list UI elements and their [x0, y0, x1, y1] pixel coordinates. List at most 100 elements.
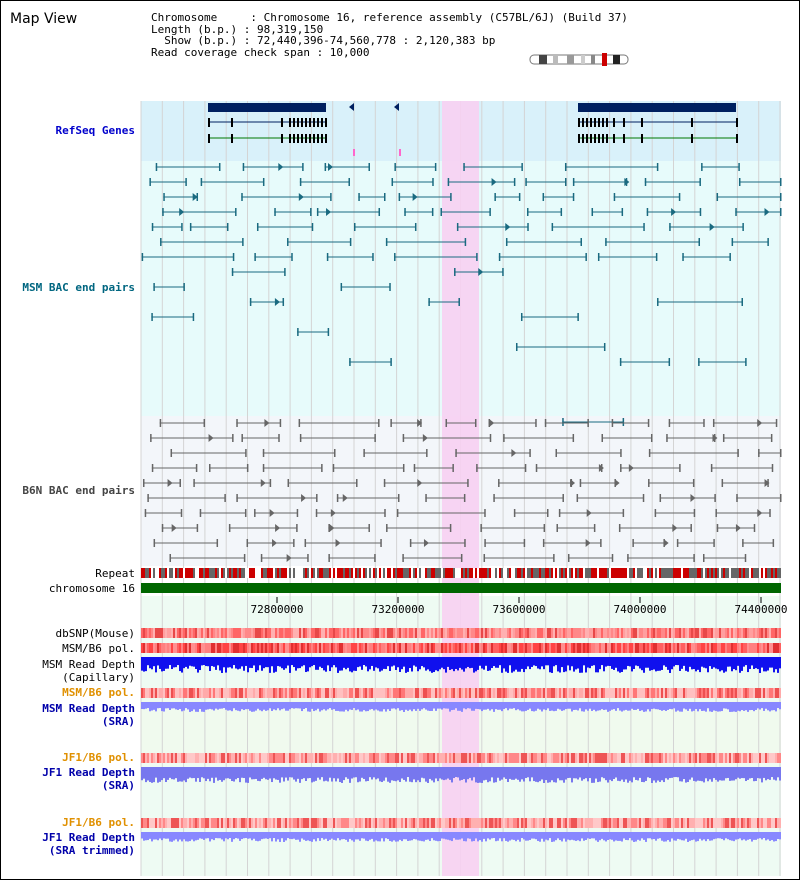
depth-bar [539, 702, 541, 710]
bac-end [464, 539, 466, 547]
heat-cell [563, 688, 565, 698]
heat-cell [609, 688, 611, 698]
heat-cell [497, 818, 499, 828]
depth-bar [523, 767, 525, 782]
depth-bar [637, 767, 639, 781]
bac-arrow [671, 208, 677, 216]
depth-bar [485, 767, 487, 780]
depth-bar [263, 767, 265, 778]
depth-bar [469, 657, 471, 669]
depth-bar [349, 657, 351, 672]
heat-cell [381, 628, 383, 638]
depth-bar [391, 767, 393, 781]
heat-cell [687, 628, 689, 638]
heat-cell [413, 643, 415, 653]
bac-end [619, 358, 622, 366]
depth-bar [459, 832, 461, 840]
heat-cell [381, 688, 383, 698]
depth-bar [287, 702, 289, 711]
heat-cell [539, 688, 541, 698]
heat-cell [417, 753, 419, 763]
repeat-segment [175, 568, 177, 578]
depth-bar [759, 702, 761, 710]
heat-cell [243, 688, 245, 698]
bac-end [254, 253, 256, 261]
heat-cell [507, 643, 509, 653]
heat-cell [577, 753, 579, 763]
heat-cell [397, 628, 399, 638]
depth-bar [413, 702, 415, 710]
depth-bar [213, 702, 215, 711]
depth-bar [375, 702, 377, 710]
repeat-segment [293, 568, 295, 578]
chromosome-ideogram[interactable] [529, 53, 633, 67]
depth-bar [547, 657, 549, 666]
heat-cell [725, 753, 727, 763]
heat-cell [599, 643, 601, 653]
depth-bar [729, 702, 731, 712]
depth-bar [645, 767, 647, 781]
depth-bar [347, 657, 349, 668]
repeat-segment [435, 568, 437, 578]
heat-cell [597, 643, 599, 653]
bac-end [260, 554, 263, 562]
depth-bar [701, 767, 703, 782]
repeat-segment [611, 568, 613, 578]
heat-cell [639, 688, 641, 698]
heat-cell [389, 628, 391, 638]
heat-cell [235, 628, 237, 638]
heat-cell [177, 643, 179, 653]
heat-cell [293, 643, 295, 653]
depth-bar [325, 832, 327, 839]
bac-end [224, 494, 226, 502]
depth-bar [453, 702, 455, 710]
depth-bar [147, 702, 149, 709]
heat-cell [373, 753, 375, 763]
heat-cell [665, 818, 667, 828]
bac-end [279, 419, 282, 427]
heat-cell [603, 753, 605, 763]
depth-bar [277, 767, 279, 780]
depth-bar [161, 657, 163, 672]
heat-cell [423, 628, 425, 638]
repeat-segment [599, 568, 601, 578]
depth-bar [355, 832, 357, 840]
heat-cell [711, 628, 713, 638]
depth-bar [457, 657, 459, 671]
depth-bar [363, 767, 365, 779]
depth-bar [291, 832, 293, 840]
heat-cell [205, 628, 207, 638]
bac-end [299, 178, 302, 186]
depth-bar [593, 702, 595, 710]
depth-bar [665, 767, 667, 779]
repeat-segment [261, 568, 263, 578]
depth-bar [303, 657, 305, 666]
heat-cell [409, 643, 411, 653]
depth-bar [341, 832, 343, 840]
heat-cell [189, 688, 191, 698]
depth-bar [779, 657, 781, 669]
repeat-segment [469, 568, 471, 578]
heat-cell [779, 688, 781, 698]
heat-cell [201, 628, 203, 638]
heat-cell [421, 628, 423, 638]
heat-cell [223, 818, 225, 828]
bac-end [668, 358, 671, 366]
heat-cell [187, 628, 189, 638]
heat-cell [335, 818, 337, 828]
heat-cell [607, 753, 609, 763]
bac-end [668, 419, 671, 427]
depth-bar [621, 657, 623, 672]
heat-cell [631, 628, 633, 638]
heat-cell [571, 753, 573, 763]
heat-cell [205, 818, 207, 828]
depth-bar [191, 702, 193, 712]
depth-bar [145, 767, 147, 783]
depth-bar [517, 767, 519, 780]
bac-end [196, 524, 199, 532]
bac-end [580, 238, 582, 246]
heat-cell [229, 818, 231, 828]
bac-end [235, 208, 237, 216]
depth-bar [267, 767, 269, 780]
